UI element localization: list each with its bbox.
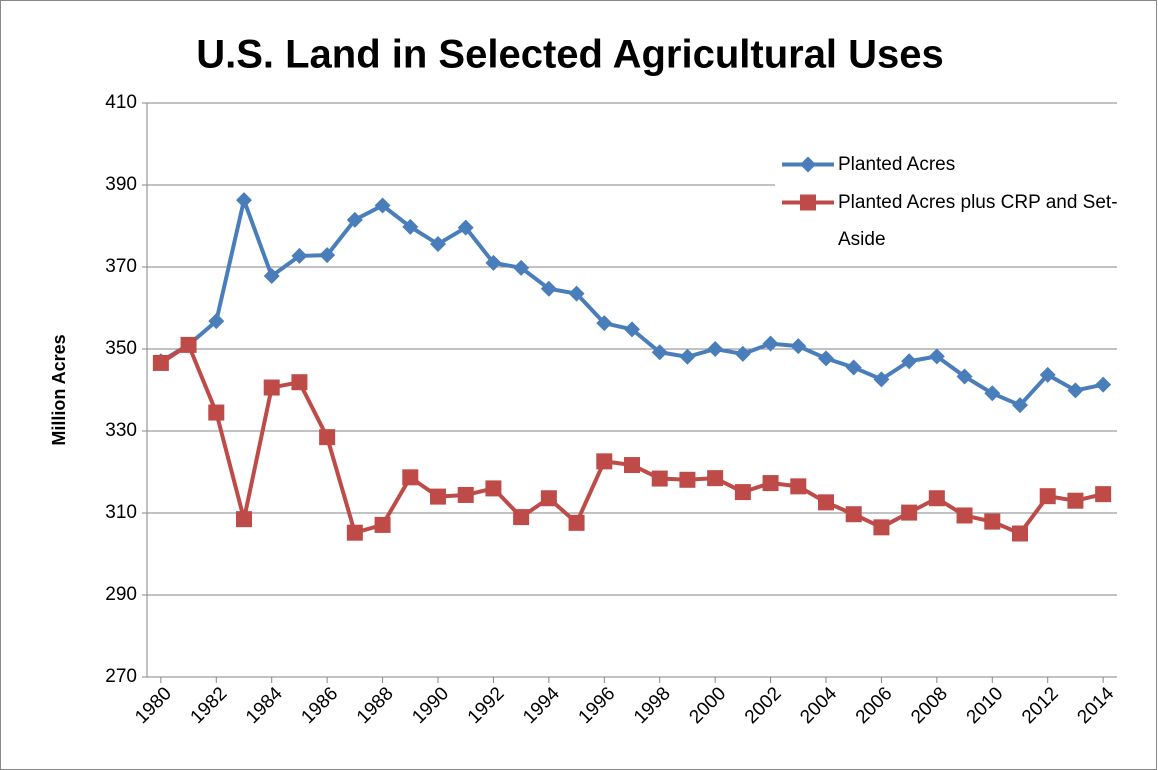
marker xyxy=(790,338,807,355)
marker xyxy=(236,192,252,209)
marker xyxy=(402,469,419,486)
marker xyxy=(457,486,474,503)
marker xyxy=(873,519,890,536)
marker xyxy=(540,490,557,507)
y-tick-label: 290 xyxy=(105,584,137,605)
marker xyxy=(485,254,502,271)
legend-bg xyxy=(775,140,1140,265)
y-tick-label: 370 xyxy=(105,256,137,277)
marker xyxy=(1039,488,1056,505)
marker xyxy=(430,236,446,253)
y-tick-label: 330 xyxy=(105,420,137,441)
marker xyxy=(762,475,779,492)
marker xyxy=(651,470,668,487)
marker xyxy=(485,480,502,497)
legend-marker xyxy=(800,156,816,173)
marker xyxy=(513,509,530,526)
marker xyxy=(734,484,751,501)
marker xyxy=(873,371,890,388)
marker xyxy=(1012,525,1028,542)
marker xyxy=(568,285,585,302)
marker xyxy=(845,359,862,376)
marker xyxy=(818,350,834,367)
marker xyxy=(1067,492,1084,509)
y-tick-label: 410 xyxy=(105,92,137,113)
y-tick-label: 310 xyxy=(105,502,137,523)
marker xyxy=(374,516,391,533)
legend-swatch xyxy=(782,194,834,211)
marker xyxy=(291,374,308,391)
legend-label: Planted Acres plus CRP and Set-Aside xyxy=(838,192,1118,250)
marker xyxy=(984,513,1001,530)
marker xyxy=(1095,376,1112,393)
marker xyxy=(1067,382,1084,399)
marker xyxy=(901,504,918,521)
marker xyxy=(984,385,1001,402)
marker xyxy=(208,404,225,421)
marker xyxy=(540,280,557,297)
marker xyxy=(263,379,280,396)
y-axis-label: Million Acres xyxy=(49,334,69,445)
legend-marker xyxy=(800,194,816,211)
marker xyxy=(707,470,724,487)
marker xyxy=(734,345,751,362)
marker xyxy=(346,524,363,541)
marker xyxy=(679,471,696,488)
marker xyxy=(1039,366,1056,383)
legend-label: Planted Acres xyxy=(838,154,956,175)
marker xyxy=(1012,397,1028,414)
marker xyxy=(596,453,613,470)
marker xyxy=(901,353,918,370)
y-tick-label: 390 xyxy=(105,174,137,195)
marker xyxy=(928,490,945,507)
chart-title: U.S. Land in Selected Agricultural Uses xyxy=(196,33,944,77)
marker xyxy=(319,429,336,446)
marker xyxy=(956,368,973,385)
marker xyxy=(346,211,363,228)
marker xyxy=(790,478,807,495)
marker xyxy=(236,511,252,528)
marker xyxy=(762,335,779,352)
y-tick-label: 270 xyxy=(105,666,137,687)
marker xyxy=(513,259,530,276)
marker xyxy=(707,341,724,357)
marker xyxy=(457,219,474,236)
marker xyxy=(152,354,169,371)
marker xyxy=(845,506,862,523)
legend-item: Planted Acres xyxy=(782,146,1152,183)
marker xyxy=(568,514,585,531)
marker xyxy=(374,197,391,214)
legend-item: Planted Acres plus CRP and Set-Aside xyxy=(782,184,1152,258)
marker xyxy=(430,488,446,505)
marker xyxy=(624,457,640,474)
marker xyxy=(402,218,419,235)
marker xyxy=(928,348,945,365)
marker xyxy=(956,507,973,524)
marker xyxy=(818,494,834,511)
marker xyxy=(319,247,336,264)
marker xyxy=(180,336,197,353)
marker xyxy=(596,315,613,332)
marker xyxy=(651,344,668,361)
marker xyxy=(624,321,640,338)
marker xyxy=(208,313,225,330)
marker xyxy=(679,348,696,365)
marker xyxy=(291,247,308,264)
marker xyxy=(1095,486,1112,503)
legend-swatch xyxy=(782,156,834,173)
y-tick-label: 350 xyxy=(105,338,137,359)
marker xyxy=(263,268,280,285)
